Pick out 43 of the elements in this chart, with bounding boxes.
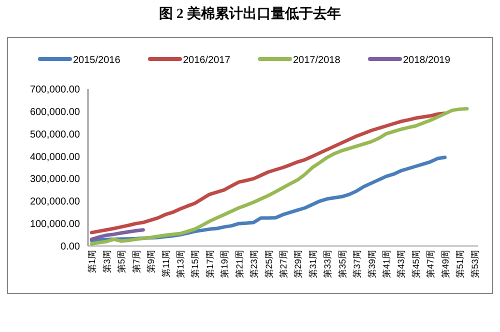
y-tick-label: 0.00 bbox=[60, 242, 80, 252]
y-tick-label: 600,000.00 bbox=[30, 106, 80, 118]
legend-label: 2015/2016 bbox=[73, 55, 121, 66]
x-tick-label: 第3周 bbox=[102, 250, 112, 274]
x-tick-label: 第29周 bbox=[293, 250, 304, 278]
x-tick-label: 第45周 bbox=[410, 250, 421, 278]
x-tick-label: 第35周 bbox=[337, 250, 348, 278]
y-tick-label: 100,000.00 bbox=[30, 219, 80, 230]
y-tick-label: 700,000.00 bbox=[30, 84, 80, 96]
x-tick-label: 第51周 bbox=[455, 250, 466, 278]
x-tick-label: 第7周 bbox=[131, 250, 142, 274]
x-tick-label: 第5周 bbox=[116, 250, 127, 274]
chart-title: 图 2 美棉累计出口量低于去年 bbox=[159, 5, 341, 22]
x-tick-label: 第9周 bbox=[146, 250, 156, 274]
legend-label: 2018/2019 bbox=[403, 55, 451, 66]
x-tick-label: 第43周 bbox=[396, 250, 406, 278]
x-tick-label: 第39周 bbox=[366, 250, 377, 278]
line-series bbox=[90, 228, 145, 242]
y-tick-label: 500,000.00 bbox=[30, 129, 80, 140]
x-tick-label: 第33周 bbox=[322, 250, 333, 278]
x-tick-label: 第13周 bbox=[175, 250, 186, 278]
legend-label: 2017/2018 bbox=[293, 55, 341, 66]
legend-label: 2016/2017 bbox=[183, 55, 231, 66]
x-tick-label: 第27周 bbox=[278, 250, 288, 278]
x-tick-label: 第11周 bbox=[160, 250, 171, 278]
x-tick-label: 第49周 bbox=[440, 250, 450, 278]
x-tick-label: 第19周 bbox=[220, 250, 230, 278]
x-tick-label: 第25周 bbox=[264, 250, 274, 278]
y-tick-label: 200,000.00 bbox=[30, 196, 80, 208]
x-tick-label: 第23周 bbox=[249, 250, 260, 278]
line-series bbox=[90, 106, 469, 246]
x-tick-label: 第21周 bbox=[234, 250, 244, 278]
x-tick-label: 第31周 bbox=[308, 250, 318, 278]
x-tick-label: 第41周 bbox=[382, 250, 392, 278]
y-tick-label: 400,000.00 bbox=[30, 152, 80, 163]
x-tick-label: 第37周 bbox=[352, 250, 362, 278]
x-tick-label: 第47周 bbox=[426, 250, 436, 278]
x-tick-label: 第15周 bbox=[190, 250, 200, 278]
line-series bbox=[90, 111, 447, 234]
x-tick-label: 第53周 bbox=[470, 250, 480, 278]
x-tick-label: 第17周 bbox=[204, 250, 215, 278]
x-tick-label: 第1周 bbox=[87, 250, 98, 274]
y-tick-label: 300,000.00 bbox=[30, 174, 80, 186]
